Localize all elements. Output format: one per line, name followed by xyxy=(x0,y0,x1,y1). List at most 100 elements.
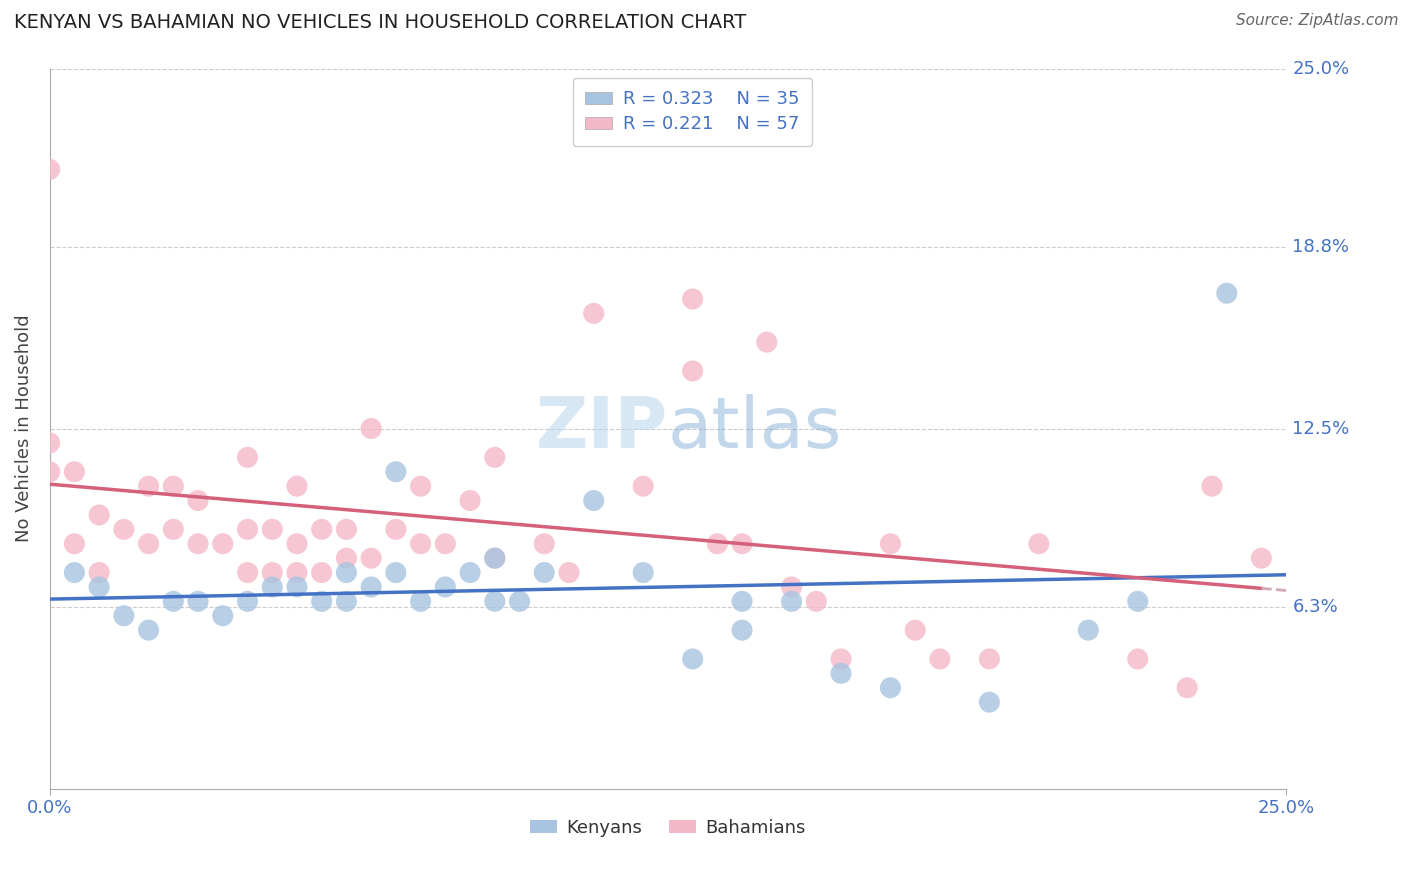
Point xyxy=(631,566,654,580)
Text: atlas: atlas xyxy=(668,394,842,463)
Point xyxy=(780,580,803,594)
Text: 25.0%: 25.0% xyxy=(1292,60,1350,78)
Point xyxy=(731,623,754,637)
Point xyxy=(335,551,357,566)
Point xyxy=(879,537,901,551)
Point xyxy=(236,450,259,465)
Point xyxy=(335,594,357,608)
Point xyxy=(582,306,605,320)
Point xyxy=(211,608,233,623)
Point xyxy=(631,479,654,493)
Point xyxy=(335,566,357,580)
Point xyxy=(285,580,308,594)
Text: KENYAN VS BAHAMIAN NO VEHICLES IN HOUSEHOLD CORRELATION CHART: KENYAN VS BAHAMIAN NO VEHICLES IN HOUSEH… xyxy=(14,13,747,32)
Point xyxy=(1077,623,1099,637)
Point xyxy=(360,551,382,566)
Point xyxy=(706,537,728,551)
Point xyxy=(187,493,209,508)
Point xyxy=(484,551,506,566)
Point xyxy=(38,436,60,450)
Point xyxy=(1028,537,1050,551)
Point xyxy=(1216,286,1239,301)
Point xyxy=(509,594,531,608)
Point xyxy=(311,522,333,536)
Point xyxy=(385,465,408,479)
Point xyxy=(904,623,927,637)
Point xyxy=(285,566,308,580)
Point xyxy=(1126,594,1149,608)
Point xyxy=(187,594,209,608)
Point xyxy=(385,522,408,536)
Point xyxy=(38,162,60,177)
Point xyxy=(806,594,828,608)
Point xyxy=(360,580,382,594)
Point xyxy=(38,465,60,479)
Point xyxy=(979,652,1001,666)
Point xyxy=(755,335,778,350)
Point xyxy=(409,479,432,493)
Point xyxy=(879,681,901,695)
Point xyxy=(780,594,803,608)
Point xyxy=(458,566,481,580)
Point xyxy=(89,566,111,580)
Point xyxy=(533,537,555,551)
Point xyxy=(830,652,852,666)
Point xyxy=(385,566,408,580)
Point xyxy=(89,580,111,594)
Point xyxy=(138,537,160,551)
Point xyxy=(112,522,135,536)
Point xyxy=(285,537,308,551)
Y-axis label: No Vehicles in Household: No Vehicles in Household xyxy=(15,315,32,542)
Point xyxy=(89,508,111,522)
Point xyxy=(582,493,605,508)
Point xyxy=(311,566,333,580)
Text: ZIP: ZIP xyxy=(536,394,668,463)
Point xyxy=(1250,551,1272,566)
Point xyxy=(285,479,308,493)
Point xyxy=(533,566,555,580)
Point xyxy=(682,364,704,378)
Point xyxy=(262,522,284,536)
Text: 12.5%: 12.5% xyxy=(1292,419,1350,438)
Point xyxy=(187,537,209,551)
Point xyxy=(162,479,184,493)
Point xyxy=(262,580,284,594)
Point xyxy=(63,566,86,580)
Point xyxy=(211,537,233,551)
Point xyxy=(262,566,284,580)
Point xyxy=(409,594,432,608)
Text: Source: ZipAtlas.com: Source: ZipAtlas.com xyxy=(1236,13,1399,29)
Text: 6.3%: 6.3% xyxy=(1292,599,1339,616)
Point xyxy=(458,493,481,508)
Point xyxy=(138,623,160,637)
Point xyxy=(236,566,259,580)
Point xyxy=(558,566,581,580)
Point xyxy=(112,608,135,623)
Point xyxy=(409,537,432,551)
Point xyxy=(830,666,852,681)
Legend: Kenyans, Bahamians: Kenyans, Bahamians xyxy=(523,812,813,845)
Point xyxy=(311,594,333,608)
Point xyxy=(138,479,160,493)
Point xyxy=(484,450,506,465)
Point xyxy=(335,522,357,536)
Point xyxy=(484,594,506,608)
Point xyxy=(434,537,457,551)
Point xyxy=(63,537,86,551)
Point xyxy=(731,594,754,608)
Point xyxy=(434,580,457,594)
Point xyxy=(162,522,184,536)
Point xyxy=(484,551,506,566)
Text: 18.8%: 18.8% xyxy=(1292,238,1350,256)
Point xyxy=(63,465,86,479)
Point xyxy=(1201,479,1223,493)
Point xyxy=(236,594,259,608)
Point xyxy=(1126,652,1149,666)
Point xyxy=(1175,681,1198,695)
Point xyxy=(682,292,704,306)
Point xyxy=(162,594,184,608)
Point xyxy=(929,652,952,666)
Point xyxy=(236,522,259,536)
Point xyxy=(731,537,754,551)
Point xyxy=(360,421,382,435)
